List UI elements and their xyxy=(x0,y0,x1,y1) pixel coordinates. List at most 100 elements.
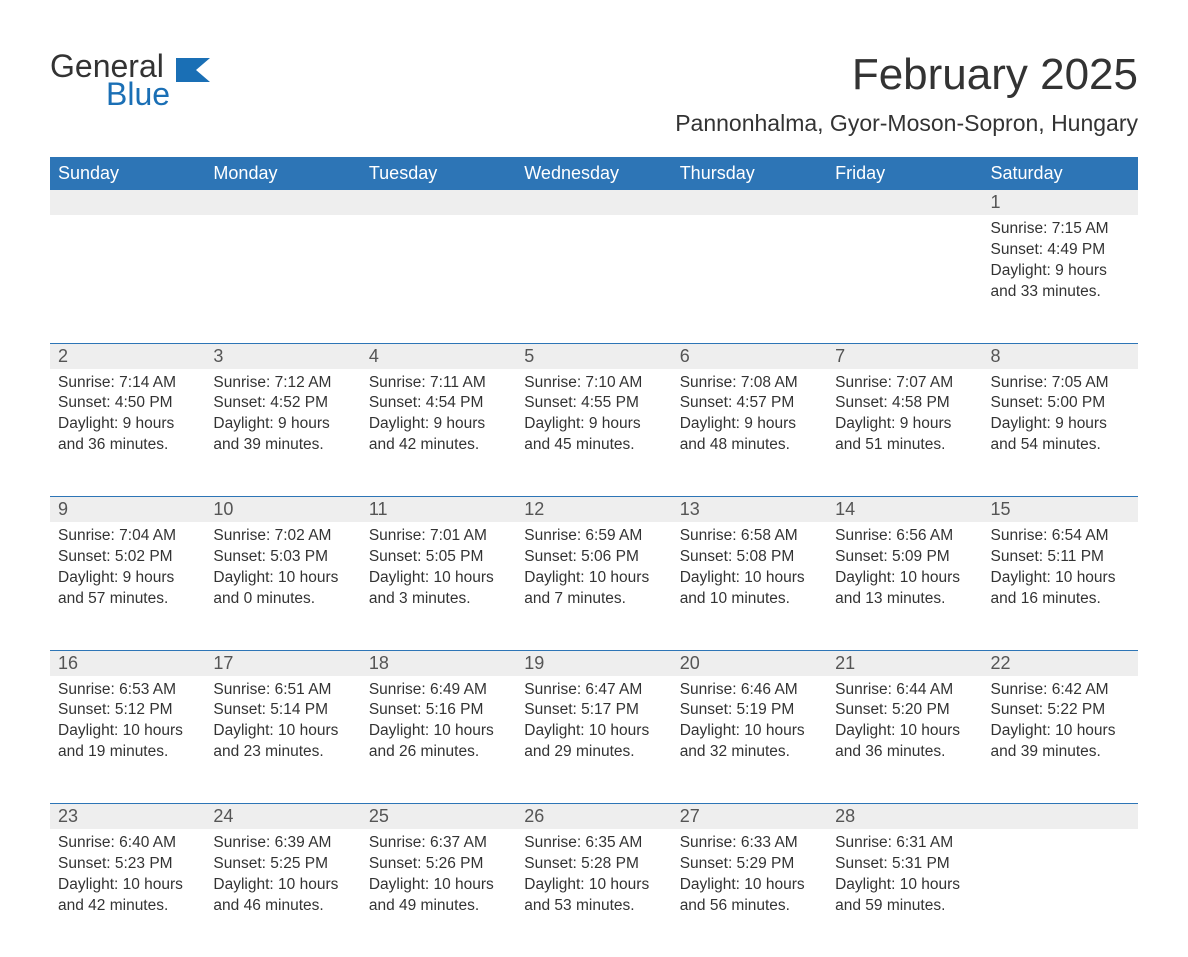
day-number-row: 1 xyxy=(50,190,1138,215)
day-content-cell: Sunrise: 7:01 AMSunset: 5:05 PMDaylight:… xyxy=(361,522,516,650)
sunrise-line: Sunrise: 6:35 AM xyxy=(524,833,663,854)
sunrise-line: Sunrise: 7:15 AM xyxy=(991,219,1130,240)
day-header: Thursday xyxy=(672,157,827,190)
sunrise-line: Sunrise: 7:04 AM xyxy=(58,526,197,547)
logo: General Blue xyxy=(50,50,210,110)
daylight-line-1: Daylight: 9 hours xyxy=(680,414,819,435)
day-content-cell: Sunrise: 6:46 AMSunset: 5:19 PMDaylight:… xyxy=(672,676,827,804)
daylight-line-1: Daylight: 10 hours xyxy=(58,721,197,742)
flag-icon xyxy=(176,58,210,87)
daylight-line-1: Daylight: 10 hours xyxy=(991,721,1130,742)
sunset-line: Sunset: 5:16 PM xyxy=(369,700,508,721)
sunset-line: Sunset: 5:11 PM xyxy=(991,547,1130,568)
sunrise-line: Sunrise: 6:46 AM xyxy=(680,680,819,701)
daylight-line-1: Daylight: 10 hours xyxy=(213,721,352,742)
daylight-line-2: and 57 minutes. xyxy=(58,589,197,610)
day-number-cell: 3 xyxy=(205,343,360,369)
day-content-cell: Sunrise: 6:53 AMSunset: 5:12 PMDaylight:… xyxy=(50,676,205,804)
day-number-cell: 13 xyxy=(672,497,827,523)
day-content-cell: Sunrise: 6:31 AMSunset: 5:31 PMDaylight:… xyxy=(827,829,982,957)
sunrise-line: Sunrise: 6:51 AM xyxy=(213,680,352,701)
sunset-line: Sunset: 5:31 PM xyxy=(835,854,974,875)
day-number-row: 16171819202122 xyxy=(50,650,1138,676)
sunrise-line: Sunrise: 6:49 AM xyxy=(369,680,508,701)
day-number-cell: 5 xyxy=(516,343,671,369)
daylight-line-1: Daylight: 9 hours xyxy=(835,414,974,435)
sunrise-line: Sunrise: 6:56 AM xyxy=(835,526,974,547)
calendar-table: SundayMondayTuesdayWednesdayThursdayFrid… xyxy=(50,157,1138,957)
day-content-cell: Sunrise: 7:04 AMSunset: 5:02 PMDaylight:… xyxy=(50,522,205,650)
day-number-cell: 22 xyxy=(983,650,1138,676)
daylight-line-2: and 19 minutes. xyxy=(58,742,197,763)
day-number-cell: 17 xyxy=(205,650,360,676)
daylight-line-1: Daylight: 10 hours xyxy=(835,721,974,742)
day-content-row: Sunrise: 7:15 AMSunset: 4:49 PMDaylight:… xyxy=(50,215,1138,343)
day-number-cell: 21 xyxy=(827,650,982,676)
day-content-cell: Sunrise: 7:07 AMSunset: 4:58 PMDaylight:… xyxy=(827,369,982,497)
day-number-cell: 7 xyxy=(827,343,982,369)
day-number-cell: 23 xyxy=(50,804,205,830)
day-number-cell xyxy=(205,190,360,215)
day-content-cell xyxy=(516,215,671,343)
day-content-cell: Sunrise: 6:44 AMSunset: 5:20 PMDaylight:… xyxy=(827,676,982,804)
sunset-line: Sunset: 5:17 PM xyxy=(524,700,663,721)
daylight-line-1: Daylight: 10 hours xyxy=(991,568,1130,589)
sunset-line: Sunset: 5:20 PM xyxy=(835,700,974,721)
sunrise-line: Sunrise: 7:10 AM xyxy=(524,373,663,394)
daylight-line-2: and 54 minutes. xyxy=(991,435,1130,456)
daylight-line-1: Daylight: 10 hours xyxy=(369,875,508,896)
sunrise-line: Sunrise: 6:33 AM xyxy=(680,833,819,854)
sunset-line: Sunset: 5:22 PM xyxy=(991,700,1130,721)
day-content-cell: Sunrise: 6:42 AMSunset: 5:22 PMDaylight:… xyxy=(983,676,1138,804)
sunset-line: Sunset: 4:52 PM xyxy=(213,393,352,414)
sunrise-line: Sunrise: 6:42 AM xyxy=(991,680,1130,701)
day-content-cell: Sunrise: 6:40 AMSunset: 5:23 PMDaylight:… xyxy=(50,829,205,957)
sunset-line: Sunset: 5:06 PM xyxy=(524,547,663,568)
day-number-cell xyxy=(361,190,516,215)
day-content-cell: Sunrise: 7:02 AMSunset: 5:03 PMDaylight:… xyxy=(205,522,360,650)
sunrise-line: Sunrise: 6:58 AM xyxy=(680,526,819,547)
daylight-line-1: Daylight: 10 hours xyxy=(524,568,663,589)
daylight-line-1: Daylight: 10 hours xyxy=(680,721,819,742)
day-number-cell xyxy=(672,190,827,215)
logo-word-2: Blue xyxy=(106,78,170,110)
daylight-line-2: and 42 minutes. xyxy=(369,435,508,456)
daylight-line-2: and 56 minutes. xyxy=(680,896,819,917)
day-number-cell: 11 xyxy=(361,497,516,523)
daylight-line-1: Daylight: 9 hours xyxy=(213,414,352,435)
sunset-line: Sunset: 5:25 PM xyxy=(213,854,352,875)
day-number-row: 2345678 xyxy=(50,343,1138,369)
sunset-line: Sunset: 5:19 PM xyxy=(680,700,819,721)
sunrise-line: Sunrise: 7:05 AM xyxy=(991,373,1130,394)
day-content-cell: Sunrise: 6:56 AMSunset: 5:09 PMDaylight:… xyxy=(827,522,982,650)
day-header: Sunday xyxy=(50,157,205,190)
daylight-line-1: Daylight: 10 hours xyxy=(835,568,974,589)
calendar-header-row: SundayMondayTuesdayWednesdayThursdayFrid… xyxy=(50,157,1138,190)
day-header: Wednesday xyxy=(516,157,671,190)
sunset-line: Sunset: 5:05 PM xyxy=(369,547,508,568)
sunset-line: Sunset: 5:08 PM xyxy=(680,547,819,568)
sunset-line: Sunset: 5:14 PM xyxy=(213,700,352,721)
sunrise-line: Sunrise: 6:37 AM xyxy=(369,833,508,854)
page-header: General Blue February 2025 Pannonhalma, … xyxy=(50,50,1138,137)
sunrise-line: Sunrise: 7:11 AM xyxy=(369,373,508,394)
day-content-cell: Sunrise: 6:51 AMSunset: 5:14 PMDaylight:… xyxy=(205,676,360,804)
location-subtitle: Pannonhalma, Gyor-Moson-Sopron, Hungary xyxy=(675,110,1138,137)
daylight-line-2: and 45 minutes. xyxy=(524,435,663,456)
day-header: Monday xyxy=(205,157,360,190)
day-number-cell xyxy=(983,804,1138,830)
day-number-cell: 10 xyxy=(205,497,360,523)
sunset-line: Sunset: 5:12 PM xyxy=(58,700,197,721)
day-number-cell: 25 xyxy=(361,804,516,830)
day-header: Saturday xyxy=(983,157,1138,190)
sunrise-line: Sunrise: 6:40 AM xyxy=(58,833,197,854)
day-content-row: Sunrise: 7:14 AMSunset: 4:50 PMDaylight:… xyxy=(50,369,1138,497)
sunset-line: Sunset: 5:26 PM xyxy=(369,854,508,875)
daylight-line-1: Daylight: 10 hours xyxy=(524,721,663,742)
daylight-line-1: Daylight: 10 hours xyxy=(58,875,197,896)
title-block: February 2025 Pannonhalma, Gyor-Moson-So… xyxy=(675,50,1138,137)
sunrise-line: Sunrise: 7:14 AM xyxy=(58,373,197,394)
daylight-line-2: and 51 minutes. xyxy=(835,435,974,456)
daylight-line-1: Daylight: 9 hours xyxy=(991,261,1130,282)
day-content-cell xyxy=(672,215,827,343)
